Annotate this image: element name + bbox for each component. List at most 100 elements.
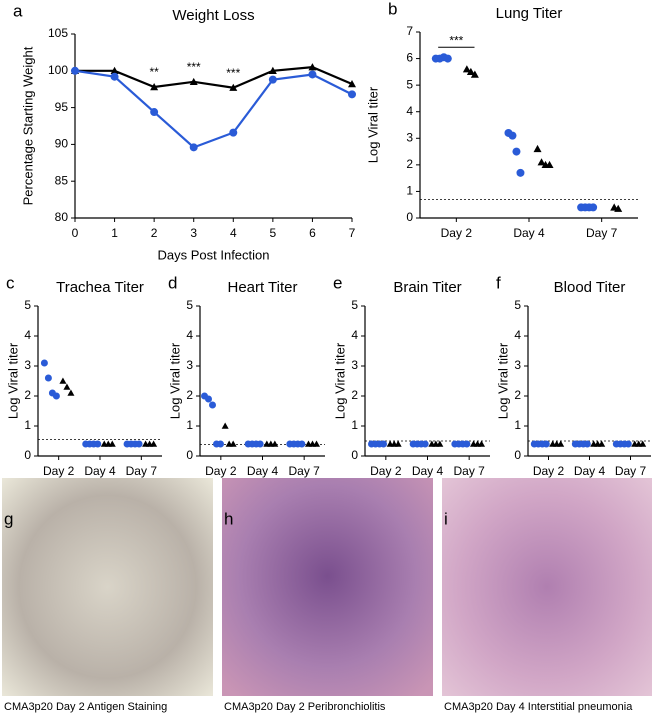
- x-tick-label: 7: [349, 226, 356, 240]
- x-tick-label: Day 4: [412, 464, 444, 478]
- panel-letter: d: [168, 273, 177, 292]
- x-tick-label: Day 2: [43, 464, 75, 478]
- circle-marker: [135, 440, 143, 448]
- significance-label: ***: [187, 60, 201, 74]
- panel-letter: a: [13, 1, 23, 20]
- triangle-marker: [537, 158, 546, 166]
- y-tick-label: 5: [351, 298, 358, 312]
- y-tick-label: 4: [514, 328, 521, 342]
- histology-image: [222, 478, 433, 696]
- triangle-marker: [271, 440, 279, 447]
- y-tick-label: 2: [24, 388, 31, 402]
- circle-marker: [512, 147, 521, 156]
- triangle-marker: [59, 377, 67, 384]
- circle-marker: [209, 401, 216, 409]
- y-tick-label: 3: [24, 358, 31, 372]
- x-axis-label: Days Post Infection: [158, 247, 270, 262]
- circle-marker: [542, 440, 550, 448]
- y-tick-label: 5: [406, 77, 413, 91]
- panel-letter: i: [444, 509, 448, 528]
- y-tick-label: 2: [186, 388, 193, 402]
- image-caption: CMA3p20 Day 4 Interstitial pneumonia: [444, 701, 633, 713]
- y-axis-label: Log Viral titer: [365, 86, 380, 163]
- circle-marker: [583, 440, 591, 448]
- significance-label: ***: [449, 33, 463, 47]
- y-tick-label: 1: [24, 418, 31, 432]
- significance-label: **: [149, 65, 159, 79]
- circle-marker: [624, 440, 632, 448]
- chart-title: Heart Titer: [227, 279, 297, 296]
- circle-marker: [229, 128, 238, 137]
- triangle-marker: [533, 144, 542, 153]
- x-tick-label: Day 2: [205, 464, 237, 478]
- x-tick-label: Day 4: [574, 464, 606, 478]
- y-tick-label: 6: [406, 51, 413, 65]
- series-line: [75, 65, 353, 89]
- x-tick-label: 3: [190, 226, 197, 240]
- y-tick-label: 7: [406, 24, 413, 38]
- triangle-marker: [110, 66, 119, 74]
- y-tick-label: 1: [406, 184, 413, 198]
- panel-letter: f: [496, 273, 501, 292]
- triangle-marker: [308, 63, 317, 71]
- circle-marker: [348, 90, 356, 99]
- circle-marker: [268, 75, 277, 84]
- circle-marker: [52, 392, 60, 400]
- y-tick-label: 2: [406, 157, 413, 171]
- x-tick-label: Day 7: [453, 464, 485, 478]
- circle-marker: [40, 359, 48, 367]
- y-tick-label: 4: [406, 104, 413, 118]
- circle-marker: [421, 440, 429, 448]
- panel-letter: c: [6, 273, 15, 292]
- circle-marker: [44, 374, 52, 382]
- triangle-marker: [67, 389, 75, 396]
- y-axis-label: Log Viral titer: [495, 342, 510, 419]
- triangle-marker: [229, 440, 237, 447]
- series-line: [74, 69, 353, 149]
- x-tick-label: Day 7: [615, 464, 647, 478]
- x-tick-label: 2: [151, 226, 158, 240]
- chart-title: Weight Loss: [172, 7, 254, 24]
- x-tick-label: Day 2: [533, 464, 565, 478]
- y-tick-label: 3: [351, 358, 358, 372]
- circle-marker: [380, 440, 387, 448]
- y-tick-label: 105: [48, 26, 68, 40]
- histology-image: [2, 478, 213, 696]
- y-tick-label: 0: [24, 448, 31, 462]
- x-tick-label: Day 4: [513, 226, 545, 240]
- y-tick-label: 0: [351, 448, 358, 462]
- y-tick-label: 95: [55, 100, 69, 114]
- image-caption: CMA3p20 Day 2 Peribronchiolitis: [224, 701, 386, 713]
- circle-marker: [110, 72, 119, 81]
- x-tick-label: Day 7: [288, 464, 320, 478]
- triangle-marker: [478, 440, 485, 447]
- chart-title: Brain Titer: [393, 279, 461, 296]
- circle-marker: [508, 131, 517, 140]
- y-tick-label: 2: [514, 388, 521, 402]
- circle-marker: [516, 168, 525, 177]
- y-tick-label: 1: [514, 418, 521, 432]
- x-tick-label: 5: [270, 226, 277, 240]
- x-tick-label: Day 2: [370, 464, 402, 478]
- y-tick-label: 4: [24, 328, 31, 342]
- x-tick-label: 0: [72, 226, 79, 240]
- x-tick-label: Day 4: [247, 464, 279, 478]
- triangle-marker: [470, 70, 479, 78]
- y-tick-label: 4: [186, 328, 193, 342]
- triangle-marker: [313, 440, 320, 447]
- y-tick-label: 85: [55, 173, 69, 187]
- y-tick-label: 80: [55, 210, 69, 224]
- y-tick-label: 2: [351, 388, 358, 402]
- chart-title: Blood Titer: [554, 279, 626, 296]
- triangle-marker: [150, 440, 158, 447]
- x-tick-label: Day 7: [586, 226, 618, 240]
- circle-marker: [463, 440, 471, 448]
- y-axis-label: Log Viral titer: [5, 342, 20, 419]
- y-tick-label: 5: [186, 298, 193, 312]
- significance-label: ***: [226, 66, 240, 80]
- circle-marker: [189, 143, 198, 152]
- y-tick-label: 3: [186, 358, 193, 372]
- circle-marker: [256, 440, 264, 448]
- y-axis-label: Percentage Starting Weight: [20, 46, 35, 205]
